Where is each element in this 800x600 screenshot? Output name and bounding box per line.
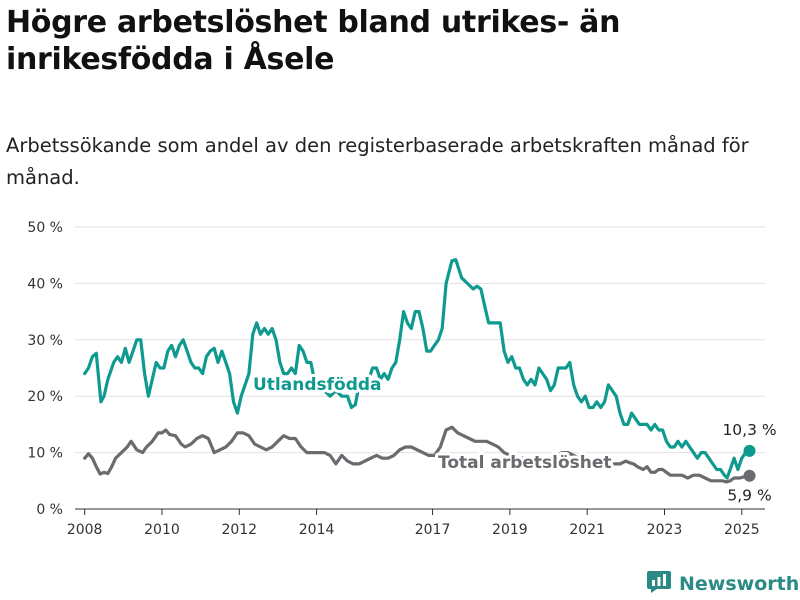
x-tick-label: 2010 [144, 522, 180, 538]
gridlines [75, 226, 765, 454]
brand-name: Newsworthy [679, 573, 800, 595]
end-label-total: 5,9 % [727, 487, 771, 505]
y-tick-label: 50 % [27, 220, 63, 236]
series-lines [83, 258, 756, 484]
x-tick-label: 2019 [492, 522, 528, 538]
newsworthy-brand: Newsworthy [646, 569, 800, 599]
x-tick-label: 2008 [67, 522, 103, 538]
y-tick-label: 20 % [27, 389, 63, 405]
end-point-total [743, 469, 756, 482]
x-tick-label: 2021 [569, 522, 605, 538]
newsworthy-logo-icon [646, 570, 672, 598]
x-tick-label: 2025 [724, 522, 760, 538]
chart-title: Högre arbetslöshet bland utrikes- än inr… [6, 5, 621, 77]
y-tick-label: 30 % [27, 333, 63, 349]
end-point-utlandsfodda [743, 444, 756, 457]
series-labels: Utlandsfödda Total arbetslöshet 10,3 % 5,9 … [250, 372, 779, 507]
x-tick-label: 2017 [415, 522, 451, 538]
series-line-total [83, 425, 752, 484]
series-label-total: Total arbetslöshet [438, 453, 612, 473]
x-tick-label: 2014 [299, 522, 335, 538]
x-tick-label: 2023 [647, 522, 683, 538]
y-tick-label: 40 % [27, 276, 63, 292]
y-tick-label: 0 % [36, 502, 63, 518]
series-line-utlandsfodda [83, 258, 752, 480]
axes: 0 % 10 % 20 % 30 % 40 % 50 % 2008 2010 2012 2014 2… [27, 220, 765, 538]
series-label-utlandsfodda: Utlandsfödda [253, 375, 382, 395]
x-tick-label: 2012 [221, 522, 257, 538]
end-label-utlandsfodda: 10,3 % [722, 421, 776, 439]
chart-subtitle: Arbetssökande som andel av den registerb… [6, 134, 749, 189]
y-tick-label: 10 % [27, 446, 63, 462]
